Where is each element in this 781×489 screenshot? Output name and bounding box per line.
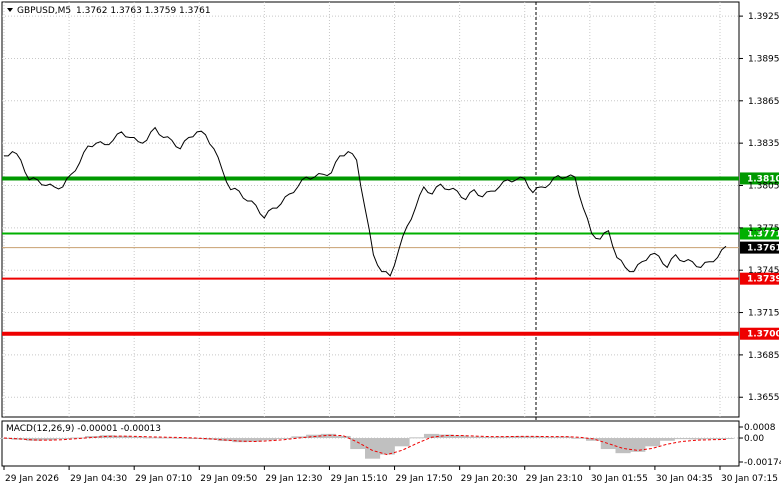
macd-histogram-bar xyxy=(173,437,189,439)
macd-histogram-bar xyxy=(659,438,675,441)
ohlc-values: 1.3762 1.3763 1.3759 1.3761 xyxy=(76,6,211,16)
macd-label: MACD(12,26,9) -0.00001 -0.00013 xyxy=(6,424,161,434)
price-tick-label: 1.3895 xyxy=(748,54,780,64)
price-axis[interactable]: 1.39251.38951.38651.38351.38051.37751.37… xyxy=(739,12,780,403)
macd-histogram-bar xyxy=(40,438,56,441)
macd-tick-label: 0.00 xyxy=(744,434,764,444)
macd-histogram-bar xyxy=(423,433,440,439)
macd-histogram-bar xyxy=(276,438,292,440)
macd-histogram-bar xyxy=(689,438,705,440)
time-tick-label: 29 Jan 04:30 xyxy=(70,474,127,484)
macd-histogram-bar xyxy=(320,433,336,439)
macd-histogram-bar xyxy=(703,438,720,440)
macd-histogram-bar xyxy=(247,438,263,442)
macd-histogram-bar xyxy=(291,436,307,439)
macd-histogram-bar xyxy=(335,435,351,439)
macd-histogram-bar xyxy=(409,437,425,439)
time-axis[interactable]: 29 Jan 2026 29 Jan 04:30 29 Jan 07:10 29 Ja… xyxy=(3,466,778,484)
time-tick-label: 30 Jan 07:15 xyxy=(721,474,778,484)
level-price-label: 1.3700 xyxy=(747,330,781,340)
price-tick-label: 1.3865 xyxy=(748,97,780,107)
level-price-label: 1.3739 xyxy=(747,275,781,285)
time-tick-label: 30 Jan 01:55 xyxy=(591,474,648,484)
level-price-label: 1.3771 xyxy=(747,229,781,239)
time-tick-label: 29 Jan 2026 xyxy=(5,474,59,484)
level-price-tag xyxy=(740,241,779,254)
macd-histogram-bar xyxy=(85,436,101,439)
macd-histogram-bar xyxy=(482,436,499,439)
price-series-line xyxy=(4,126,727,277)
macd-histogram-bar xyxy=(541,436,557,439)
macd-tick-label: -0.00174 xyxy=(744,458,781,468)
macd-histogram-bar xyxy=(70,437,86,439)
price-tick-label: 1.3655 xyxy=(748,393,780,403)
time-tick-label: 29 Jan 17:50 xyxy=(396,474,453,484)
level-price-tag xyxy=(740,227,779,240)
level-price-label: 1.3810 xyxy=(747,174,781,184)
macd-histogram-bar xyxy=(556,436,572,439)
time-tick-label: 29 Jan 07:10 xyxy=(135,474,192,484)
macd-histogram-bar xyxy=(718,438,734,440)
price-tick-label: 1.3775 xyxy=(748,224,780,234)
level-price-tag xyxy=(740,272,779,285)
macd-histogram-bar xyxy=(188,438,204,440)
macd-histogram-bar xyxy=(379,438,395,455)
time-tick-label: 29 Jan 23:10 xyxy=(526,474,583,484)
time-tick-label: 29 Jan 15:10 xyxy=(330,474,387,484)
time-tick-label: 29 Jan 20:30 xyxy=(461,474,518,484)
macd-histogram-bar xyxy=(11,438,27,440)
time-tick-label: 29 Jan 12:30 xyxy=(265,474,322,484)
macd-histogram-bar xyxy=(512,436,528,439)
macd-histogram-bar xyxy=(261,438,277,441)
macd-histogram-bar xyxy=(586,438,602,441)
macd-histogram-bar xyxy=(600,438,616,450)
macd-histogram-bar xyxy=(99,435,115,439)
macd-signal-line xyxy=(3,434,727,456)
time-tick-label: 29 Jan 09:50 xyxy=(200,474,257,484)
macd-histogram-bar xyxy=(232,438,248,443)
price-pane[interactable]: 1.3810 1.3771 1.3761 1.3739 1.3700 xyxy=(1,1,781,466)
macd-histogram-bar xyxy=(129,436,145,439)
macd-histogram-bar xyxy=(26,438,42,441)
price-tick-label: 1.3715 xyxy=(748,309,780,319)
price-tick-label: 1.3805 xyxy=(748,182,780,192)
macd-histogram-bar xyxy=(438,434,454,439)
macd-histogram-bar xyxy=(55,438,71,440)
level-price-tag xyxy=(740,172,779,185)
time-tick-label: 30 Jan 04:35 xyxy=(656,474,713,484)
macd-tick-label: 0.0008 xyxy=(744,423,776,433)
price-tick-label: 1.3745 xyxy=(748,266,780,276)
price-tick-label: 1.3835 xyxy=(748,139,780,149)
price-pane-frame xyxy=(1,1,740,418)
macd-histogram-bar xyxy=(394,438,410,447)
macd-histogram-bar xyxy=(143,437,160,439)
macd-histogram-bar xyxy=(158,437,174,439)
macd-histogram-bar xyxy=(644,438,661,447)
macd-histogram-bar xyxy=(527,436,543,439)
price-tick-label: 1.3685 xyxy=(748,351,780,361)
macd-histogram-bar xyxy=(674,438,690,440)
macd-histogram-bar xyxy=(114,435,130,439)
macd-histogram-bar xyxy=(468,436,484,439)
level-price-tag xyxy=(740,327,779,340)
macd-histogram-bar xyxy=(365,438,381,459)
symbol-label: GBPUSD,M5 xyxy=(17,6,71,16)
macd-histogram-bar xyxy=(453,435,469,439)
chart-header: GBPUSD,M5 1.3762 1.3763 1.3759 1.3761 xyxy=(7,6,211,16)
horizontal-levels[interactable]: 1.3810 1.3771 1.3761 1.3739 1.3700 xyxy=(2,172,781,340)
macd-histogram-bar xyxy=(497,436,513,439)
time-grid xyxy=(3,2,721,417)
macd-pane[interactable]: MACD(12,26,9) -0.00001 -0.00013 xyxy=(0,420,740,467)
level-price-label: 1.3761 xyxy=(747,244,781,254)
macd-histogram-bar xyxy=(630,438,646,452)
macd-histogram-bar xyxy=(350,438,366,450)
macd-histogram-bar xyxy=(571,437,587,439)
macd-histogram-bar xyxy=(615,438,631,454)
triangle-down-icon[interactable] xyxy=(7,8,13,12)
price-tick-label: 1.3925 xyxy=(748,12,780,22)
